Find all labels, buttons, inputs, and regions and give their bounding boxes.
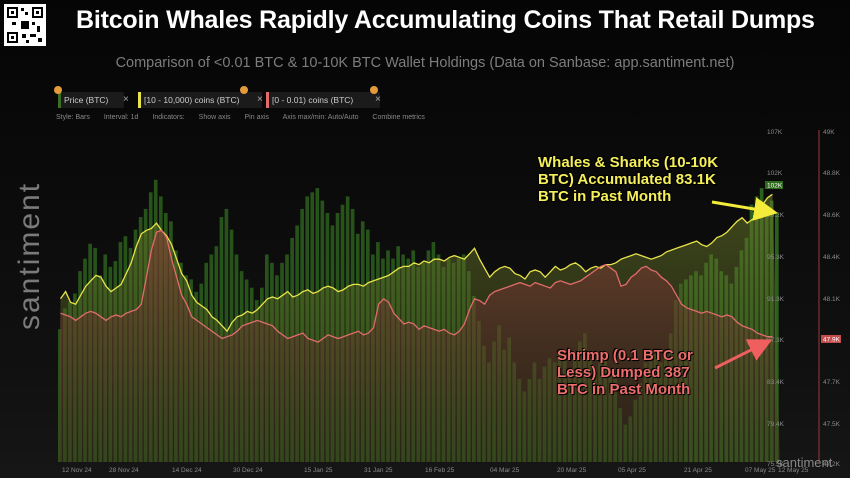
x-tick-label: 15 Jan 25 — [304, 467, 333, 474]
legend-item-shrimp[interactable]: [0 - 0.01) coins (BTC) — [266, 92, 380, 108]
combine-metrics-button[interactable]: Combine metrics — [372, 114, 425, 121]
info-dot-icon — [370, 86, 378, 94]
whale-tick-label: 49K — [823, 129, 835, 136]
whale-tick-label: 48.6K — [823, 212, 841, 219]
brand-watermark: santiment — [776, 455, 833, 470]
x-tick-label: 12 Nov 24 — [62, 467, 92, 474]
x-tick-label: 05 Apr 25 — [618, 467, 646, 474]
qr-code-icon — [4, 4, 46, 46]
pin-axis-toggle[interactable]: Pin axis — [244, 114, 270, 121]
chart-title: Bitcoin Whales Rapidly Accumulating Coin… — [76, 6, 815, 34]
close-icon[interactable]: × — [375, 94, 381, 105]
price-tick-label: 79.4K — [767, 421, 785, 428]
price-tick-label: 83.4K — [767, 379, 785, 386]
chart-subtitle: Comparison of <0.01 BTC & 10-10K BTC Wal… — [115, 55, 735, 71]
x-tick-label: 14 Dec 24 — [172, 467, 202, 474]
info-dot-icon — [54, 86, 62, 94]
info-dot-icon — [240, 86, 248, 94]
whale-current-tag — [821, 335, 841, 343]
x-tick-label: 07 May 25 — [745, 467, 776, 474]
shrimp-annotation: Shrimp (0.1 BTC or Less) Dumped 387 BTC … — [557, 347, 693, 398]
price-current-tag-label: 102K — [767, 183, 783, 190]
legend-item-whales[interactable]: [10 - 10,000) coins (BTC) — [138, 92, 262, 108]
legend-label-shrimp: [0 - 0.01) coins (BTC) — [272, 95, 354, 105]
x-tick-label: 21 Apr 25 — [684, 467, 712, 474]
legend-swatch-shrimp — [266, 92, 269, 108]
price-bar — [775, 213, 779, 462]
whale-tick-label: 47.5K — [823, 421, 841, 428]
axis-minmax-select[interactable]: Axis max/min: Auto/Auto — [282, 114, 359, 121]
close-icon[interactable]: × — [257, 94, 263, 105]
interval-select[interactable]: Interval: 1d — [103, 114, 139, 121]
whale-tick-label: 48.4K — [823, 254, 841, 261]
whale-tick-label: 48.8K — [823, 170, 841, 177]
x-tick-label: 30 Dec 24 — [233, 467, 263, 474]
whale-current-tag-label: 47.9K — [823, 337, 841, 344]
x-tick-label: 20 Mar 25 — [557, 467, 587, 474]
close-icon[interactable]: × — [123, 94, 129, 105]
whales-line — [59, 193, 773, 333]
shrimp-arrow — [714, 339, 773, 370]
price-tick-label: 107K — [767, 129, 783, 136]
x-tick-label: 04 Mar 25 — [490, 467, 520, 474]
whale-tick-label: 47.2K — [823, 461, 841, 468]
x-tick-label: 31 Jan 25 — [364, 467, 393, 474]
shrimp-line — [60, 229, 773, 343]
price-tick-label: 95.3K — [767, 254, 785, 261]
x-tick-label: 28 Nov 24 — [109, 467, 139, 474]
x-tick-label: 16 Feb 25 — [425, 467, 455, 474]
style-select[interactable]: Style: Bars — [56, 114, 90, 121]
price-tick-label: 91.3K — [767, 296, 785, 303]
whale-tick-label: 48.1K — [823, 296, 841, 303]
legend-label-price: Price (BTC) — [64, 95, 109, 105]
whales-annotation: Whales & Sharks (10-10K BTC) Accumulated… — [538, 154, 719, 205]
price-tick-label: 75.5K — [767, 461, 785, 468]
show-axis-toggle[interactable]: Show axis — [198, 114, 231, 121]
legend-swatch-price — [58, 92, 61, 108]
indicators-select[interactable]: Indicators: — [152, 114, 185, 121]
chart-toolbar: Style: Bars Interval: 1d Indicators: Sho… — [56, 114, 556, 121]
price-current-tag — [765, 181, 783, 189]
legend-swatch-whales — [138, 92, 141, 108]
whales-arrow — [711, 197, 778, 221]
whale-tick-label: 47.7K — [823, 379, 841, 386]
legend-item-price[interactable]: Price (BTC) — [58, 92, 124, 108]
x-tick-label: 12 May 25 — [778, 467, 809, 474]
legend-label-whales: [10 - 10,000) coins (BTC) — [144, 95, 240, 105]
price-tick-label: 87.3K — [767, 337, 785, 344]
price-tick-label: 102K — [767, 170, 783, 177]
shrimp-area — [58, 230, 780, 462]
